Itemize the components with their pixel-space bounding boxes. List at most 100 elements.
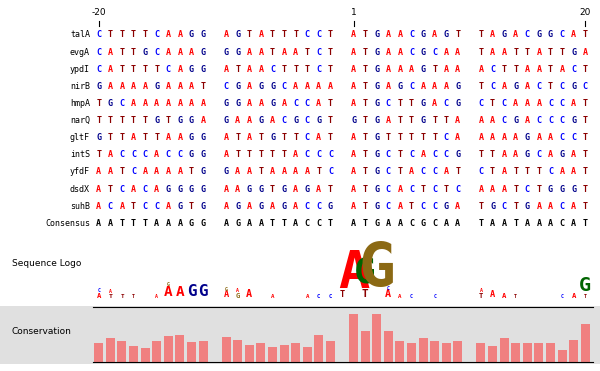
Bar	[523, 343, 532, 362]
Text: A: A	[200, 99, 206, 108]
Text: G: G	[281, 184, 287, 194]
Text: A: A	[293, 184, 298, 194]
Text: A: A	[444, 47, 449, 57]
Text: A: A	[166, 30, 171, 39]
Text: T: T	[502, 65, 506, 74]
Text: A: A	[119, 202, 124, 211]
Text: G: G	[513, 116, 518, 125]
Text: Consensus: Consensus	[45, 219, 90, 228]
Text: A: A	[444, 65, 449, 74]
Text: A: A	[178, 82, 182, 91]
Bar	[129, 346, 138, 362]
Text: C: C	[305, 99, 310, 108]
Text: C: C	[97, 288, 100, 293]
Text: A: A	[525, 99, 530, 108]
Text: G: G	[187, 284, 196, 299]
Text: A: A	[154, 150, 159, 159]
Text: A: A	[131, 82, 136, 91]
Text: A: A	[397, 65, 403, 74]
Text: C: C	[329, 294, 332, 299]
Text: G: G	[560, 150, 565, 159]
Text: T: T	[108, 133, 113, 142]
Text: T: T	[514, 294, 517, 299]
Text: T: T	[270, 219, 275, 228]
Text: A: A	[224, 150, 229, 159]
Text: T: T	[131, 202, 136, 211]
Text: A: A	[548, 133, 553, 142]
Text: A: A	[166, 99, 171, 108]
Text: T: T	[536, 167, 541, 177]
Text: C: C	[154, 202, 159, 211]
Text: T: T	[397, 167, 403, 177]
Text: T: T	[444, 184, 449, 194]
Text: G: G	[560, 184, 565, 194]
Text: A: A	[351, 47, 356, 57]
Text: evgA: evgA	[70, 47, 90, 57]
Text: C: C	[432, 167, 437, 177]
Text: A: A	[397, 184, 403, 194]
Text: G: G	[374, 116, 379, 125]
Text: A: A	[478, 184, 484, 194]
Text: A: A	[108, 150, 113, 159]
Bar	[106, 338, 115, 362]
Text: A: A	[164, 285, 173, 299]
Text: A: A	[246, 289, 253, 299]
Text: G: G	[189, 116, 194, 125]
Bar	[453, 341, 463, 362]
Text: T: T	[328, 133, 333, 142]
Text: T: T	[513, 47, 518, 57]
Text: T: T	[386, 133, 391, 142]
Text: A: A	[386, 65, 391, 74]
Text: T: T	[513, 202, 518, 211]
Text: G: G	[189, 65, 194, 74]
Text: A: A	[131, 99, 136, 108]
Text: T: T	[281, 30, 287, 39]
Text: C: C	[433, 294, 436, 299]
Text: G: G	[247, 184, 252, 194]
Text: G: G	[235, 219, 240, 228]
Text: A: A	[305, 167, 310, 177]
Text: G: G	[270, 99, 275, 108]
Text: A: A	[351, 65, 356, 74]
Text: T: T	[96, 99, 101, 108]
Text: G: G	[108, 99, 113, 108]
Text: C: C	[119, 99, 124, 108]
Text: C: C	[421, 167, 425, 177]
Text: T: T	[154, 133, 159, 142]
Text: C: C	[293, 99, 298, 108]
Text: C: C	[548, 99, 553, 108]
Text: A: A	[490, 290, 495, 299]
Text: A: A	[109, 289, 112, 293]
Text: G: G	[444, 202, 449, 211]
Text: A: A	[409, 167, 414, 177]
Text: T: T	[525, 47, 530, 57]
Text: T: T	[305, 47, 310, 57]
Text: C: C	[316, 65, 322, 74]
Text: A: A	[513, 99, 518, 108]
Text: G: G	[189, 184, 194, 194]
Text: A: A	[397, 202, 403, 211]
Text: C: C	[119, 150, 124, 159]
Text: G: G	[374, 47, 379, 57]
Text: A: A	[455, 47, 460, 57]
Text: A: A	[571, 99, 576, 108]
Bar	[280, 345, 289, 362]
Text: T: T	[478, 47, 484, 57]
Text: narQ: narQ	[70, 116, 90, 125]
Text: A: A	[247, 99, 252, 108]
Bar	[442, 343, 451, 362]
Text: A: A	[525, 82, 530, 91]
Text: G: G	[455, 150, 460, 159]
Text: G: G	[421, 65, 425, 74]
Text: C: C	[409, 219, 414, 228]
Text: G: G	[189, 133, 194, 142]
Text: T: T	[490, 99, 495, 108]
Text: C: C	[131, 150, 136, 159]
Text: gltF: gltF	[70, 133, 90, 142]
Text: A: A	[351, 133, 356, 142]
Text: A: A	[328, 82, 333, 91]
Text: A: A	[178, 219, 182, 228]
Text: T: T	[583, 150, 588, 159]
Text: T: T	[120, 294, 124, 299]
Text: A: A	[247, 202, 252, 211]
